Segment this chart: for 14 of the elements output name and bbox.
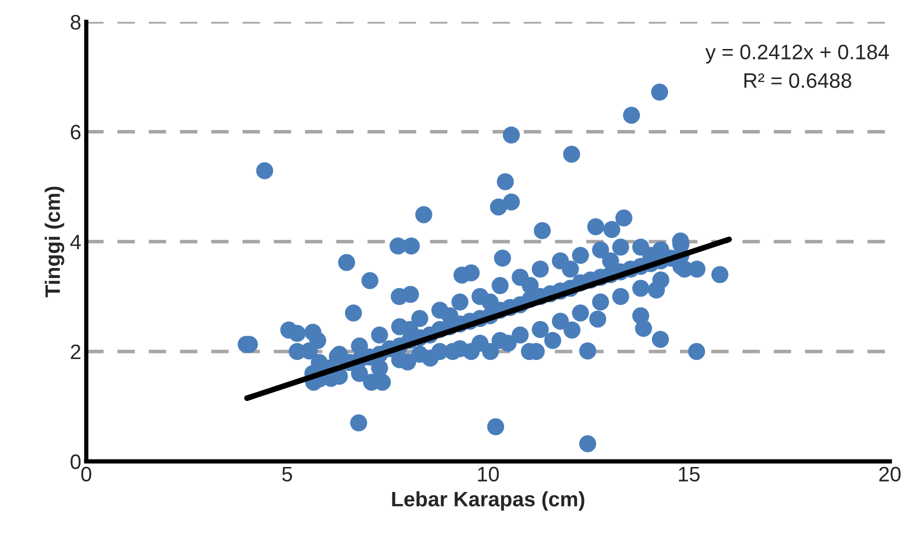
x-tick-label: 20 [879, 466, 901, 482]
x-axis-title: Lebar Karapas (cm) [392, 491, 584, 511]
x-tick-label: 15 [678, 466, 700, 482]
x-tick-label: 0 [81, 466, 92, 482]
annotation: R² = 0.6488 [744, 73, 852, 88]
x-tick-label: 10 [478, 466, 499, 482]
y-tick-label: 8 [70, 14, 80, 30]
y-tick-label: 0 [70, 454, 81, 470]
x-tick-label: 5 [282, 466, 292, 482]
y-axis-title: Tinggi (cm) [44, 186, 64, 298]
annotation: y = 0.2412x + 0.184 [705, 44, 889, 64]
y-tick-label: 4 [70, 234, 81, 250]
y-tick-label: 2 [70, 344, 80, 360]
y-tick-label: 6 [70, 124, 80, 140]
